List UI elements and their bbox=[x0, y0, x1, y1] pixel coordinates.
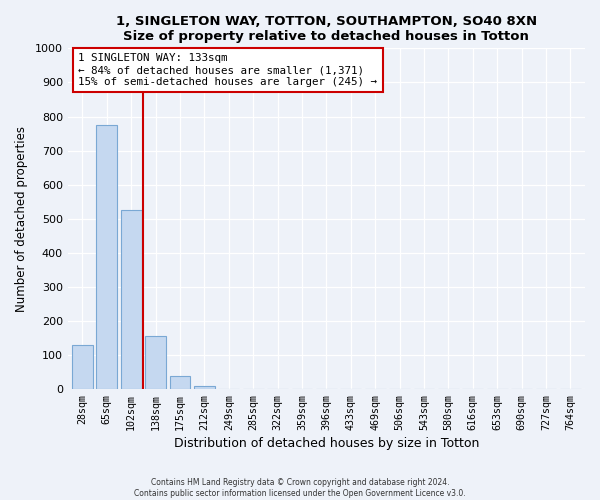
Bar bbox=[170, 376, 190, 389]
Bar bbox=[194, 386, 215, 389]
Title: 1, SINGLETON WAY, TOTTON, SOUTHAMPTON, SO40 8XN
Size of property relative to det: 1, SINGLETON WAY, TOTTON, SOUTHAMPTON, S… bbox=[116, 15, 537, 43]
Bar bbox=[145, 336, 166, 389]
Text: 1 SINGLETON WAY: 133sqm
← 84% of detached houses are smaller (1,371)
15% of semi: 1 SINGLETON WAY: 133sqm ← 84% of detache… bbox=[78, 54, 377, 86]
Bar bbox=[121, 210, 142, 389]
X-axis label: Distribution of detached houses by size in Totton: Distribution of detached houses by size … bbox=[174, 437, 479, 450]
Bar bbox=[72, 345, 93, 389]
Text: Contains HM Land Registry data © Crown copyright and database right 2024.
Contai: Contains HM Land Registry data © Crown c… bbox=[134, 478, 466, 498]
Y-axis label: Number of detached properties: Number of detached properties bbox=[15, 126, 28, 312]
Bar bbox=[97, 125, 117, 389]
